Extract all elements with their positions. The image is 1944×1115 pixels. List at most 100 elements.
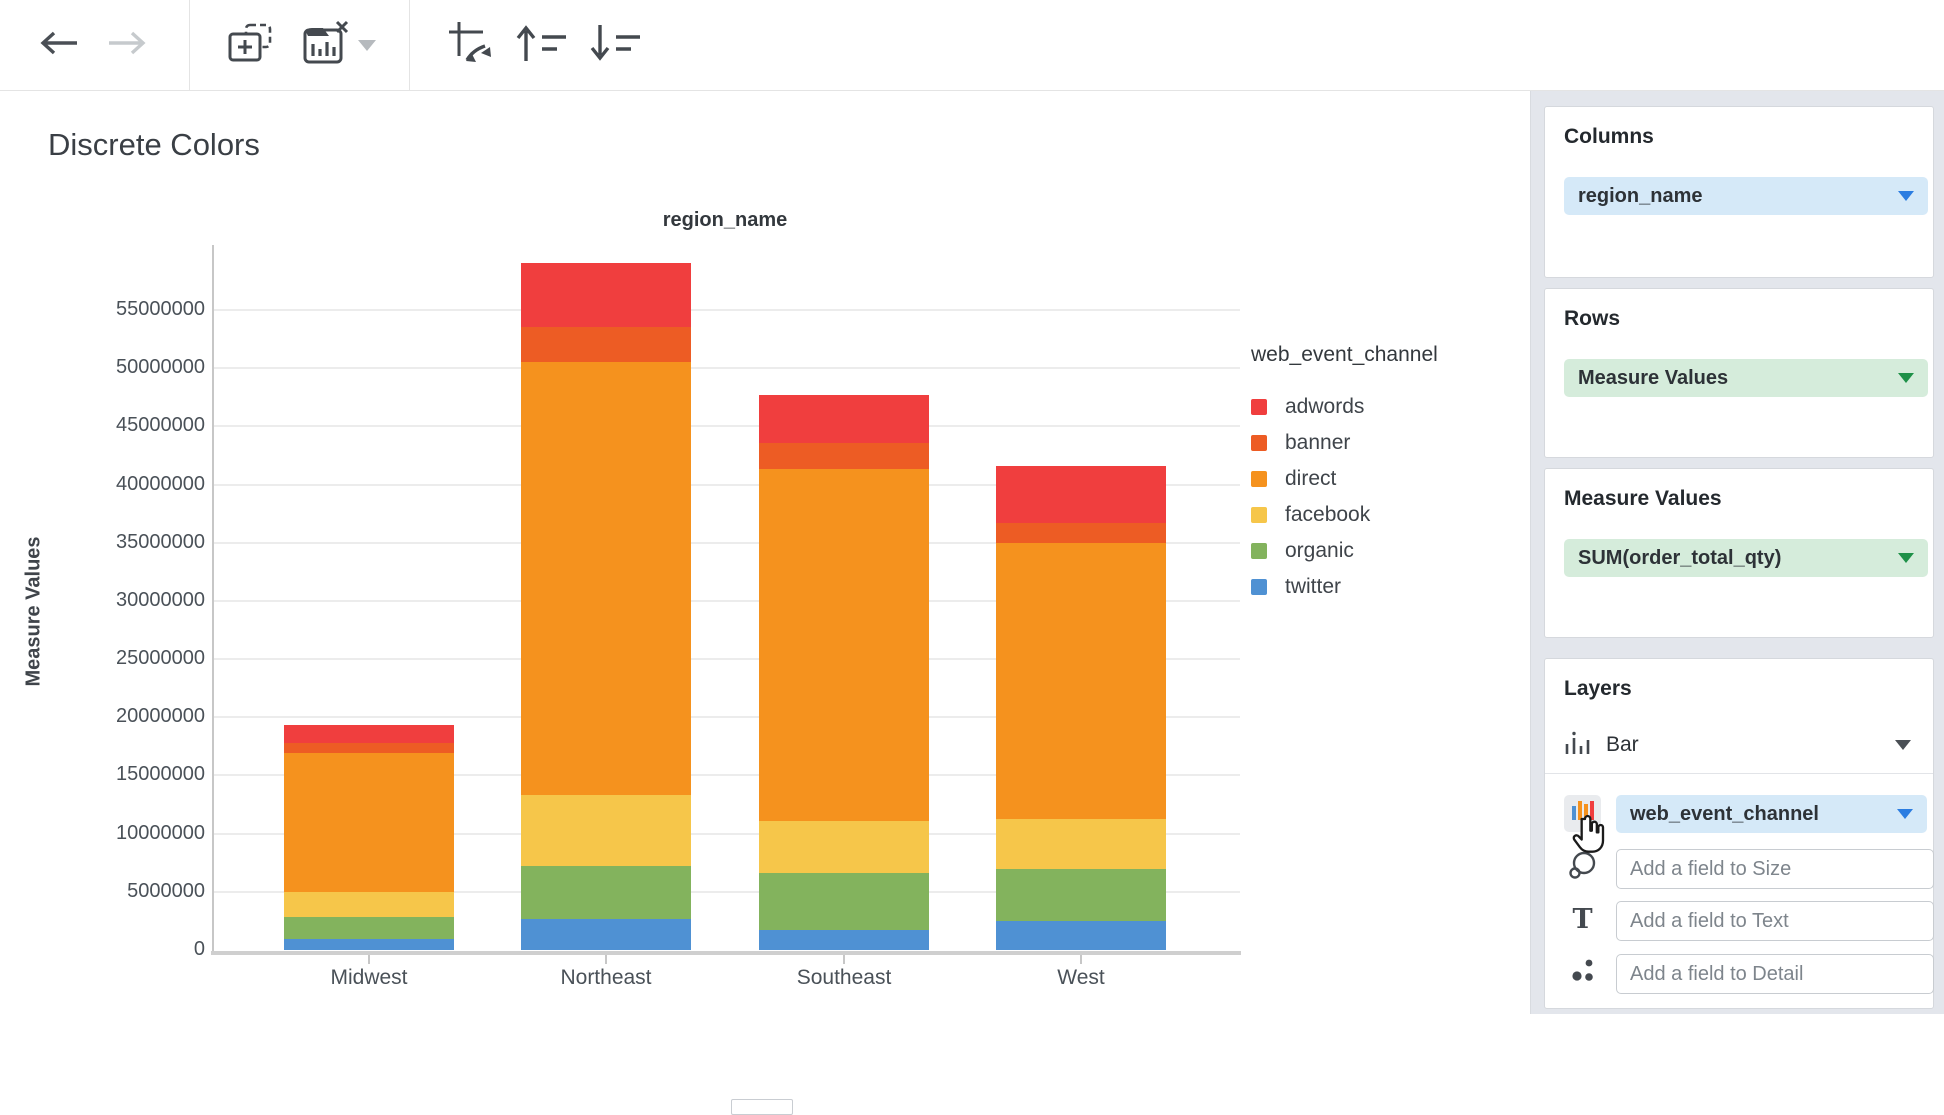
layers-card: Layers Bar [1544,658,1934,1009]
size-shelf-icon-wrap [1564,849,1601,886]
text-icon: T [1572,904,1593,935]
legend-item-twitter[interactable]: twitter [1251,569,1438,605]
bar-segment-facebook-west[interactable] [996,819,1166,869]
bar-segment-twitter-west[interactable] [996,920,1166,950]
color-shelf-icon [1571,799,1595,828]
remove-chart-button[interactable] [300,0,352,90]
y-tick-label: 30000000 [116,588,205,611]
legend-label: direct [1285,467,1337,490]
legend-label: twitter [1285,575,1342,598]
legend-label: facebook [1285,503,1371,526]
detail-shelf-icon-wrap [1564,954,1601,991]
bar-segment-direct-southeast[interactable] [759,469,929,821]
bar-segment-organic-northeast[interactable] [521,866,691,919]
bar-segment-adwords-midwest[interactable] [284,724,454,743]
measure-values-field-pill[interactable]: SUM(order_total_qty) [1564,539,1928,577]
text-field-input[interactable] [1616,901,1934,941]
y-tick-label: 20000000 [116,705,205,728]
toolbar-divider [409,0,410,90]
legend-item-facebook[interactable]: facebook [1251,497,1438,533]
swap-axes-button[interactable] [445,0,497,90]
forward-button[interactable] [104,0,150,90]
gridline [213,425,1240,428]
color-field-pill[interactable]: web_event_channel [1616,795,1927,833]
y-tick-label: 0 [193,938,205,960]
size-icon [1568,850,1598,885]
x-tick [1080,955,1082,964]
bar-segment-adwords-west[interactable] [996,465,1166,523]
sort-ascending-icon [516,23,568,68]
detail-field-input[interactable] [1616,954,1934,994]
page-title: Discrete Colors [48,127,260,162]
y-tick-label: 25000000 [116,647,205,670]
rows-header: Rows [1564,307,1621,330]
sort-ascending-button[interactable] [516,0,568,90]
y-tick-label: 10000000 [116,821,205,844]
legend-label: adwords [1285,395,1365,418]
plot-area: 0 5000000 10000000 15000000 20000000 25000000… [116,245,1241,989]
bar-segment-direct-midwest[interactable] [284,752,454,893]
gridline [213,716,1240,719]
size-field-input[interactable] [1616,849,1934,889]
layer-type-selector[interactable]: Bar [1545,717,1933,774]
x-category-label: Southeast [796,966,892,989]
chevron-down-icon [1895,740,1911,750]
gridline [213,367,1240,370]
y-tick-label: 35000000 [116,530,205,553]
back-button[interactable] [36,0,82,90]
bar-segment-organic-west[interactable] [996,868,1166,921]
y-tick-label: 55000000 [116,298,205,320]
rows-field-pill[interactable]: Measure Values [1564,359,1928,397]
legend-item-adwords[interactable]: adwords [1251,389,1438,425]
gridline [213,483,1240,486]
chevron-down-icon [1897,809,1913,819]
gridline [213,309,1240,311]
bar-segment-banner-west[interactable] [996,522,1166,543]
bar-segment-twitter-northeast[interactable] [521,918,691,950]
bar-segment-adwords-northeast[interactable] [521,262,691,328]
bar-segment-banner-northeast[interactable] [521,327,691,363]
bar-segment-facebook-southeast[interactable] [759,820,929,874]
bar-segment-direct-northeast[interactable] [521,362,691,796]
legend-item-organic[interactable]: organic [1251,533,1438,569]
remove-chart-caret[interactable] [352,0,382,90]
color-shelf-button[interactable] [1564,795,1601,832]
x-category-label: Northeast [560,966,652,989]
y-tick-label: 5000000 [127,879,205,902]
legend: web_event_channel adwords banner direct fac… [1251,343,1438,605]
rows-card: Rows Measure Values [1544,288,1934,458]
measure-values-header: Measure Values [1564,487,1722,510]
legend-label: banner [1285,431,1351,454]
y-tick-label: 15000000 [116,763,205,786]
legend-item-direct[interactable]: direct [1251,461,1438,497]
bar-chart-icon [1564,730,1590,761]
layer-type-label: Bar [1606,733,1639,756]
add-chart-button[interactable] [224,0,276,90]
sort-descending-button[interactable] [590,0,642,90]
gridline [213,832,1240,835]
bar-segment-organic-midwest[interactable] [284,916,454,939]
bar-segment-facebook-northeast[interactable] [521,795,691,867]
bar-segment-banner-southeast[interactable] [759,442,929,470]
bar-segment-adwords-southeast[interactable] [759,394,929,443]
back-arrow-icon [39,30,79,61]
columns-field-pill[interactable]: region_name [1564,177,1928,215]
chart-x-field-title: region_name [662,209,788,231]
y-tick-label: 45000000 [116,414,205,437]
y-tick-label: 40000000 [116,472,205,495]
legend-title: web_event_channel [1251,343,1438,366]
toolbar [0,0,1944,91]
legend-item-banner[interactable]: banner [1251,425,1438,461]
bar-segment-direct-west[interactable] [996,542,1166,820]
remove-chart-icon [301,20,351,71]
bar-segment-twitter-midwest[interactable] [284,938,454,950]
gridline [213,599,1240,602]
bar-segment-twitter-southeast[interactable] [759,930,929,950]
chart-canvas: Discrete Colors region_name Measure Valu… [0,91,1529,1115]
sort-descending-icon [590,23,642,68]
legend-swatch [1251,435,1267,451]
bar-segment-organic-southeast[interactable] [759,873,929,931]
bar-segment-facebook-midwest[interactable] [284,892,454,917]
bar-segment-banner-midwest[interactable] [284,742,454,753]
